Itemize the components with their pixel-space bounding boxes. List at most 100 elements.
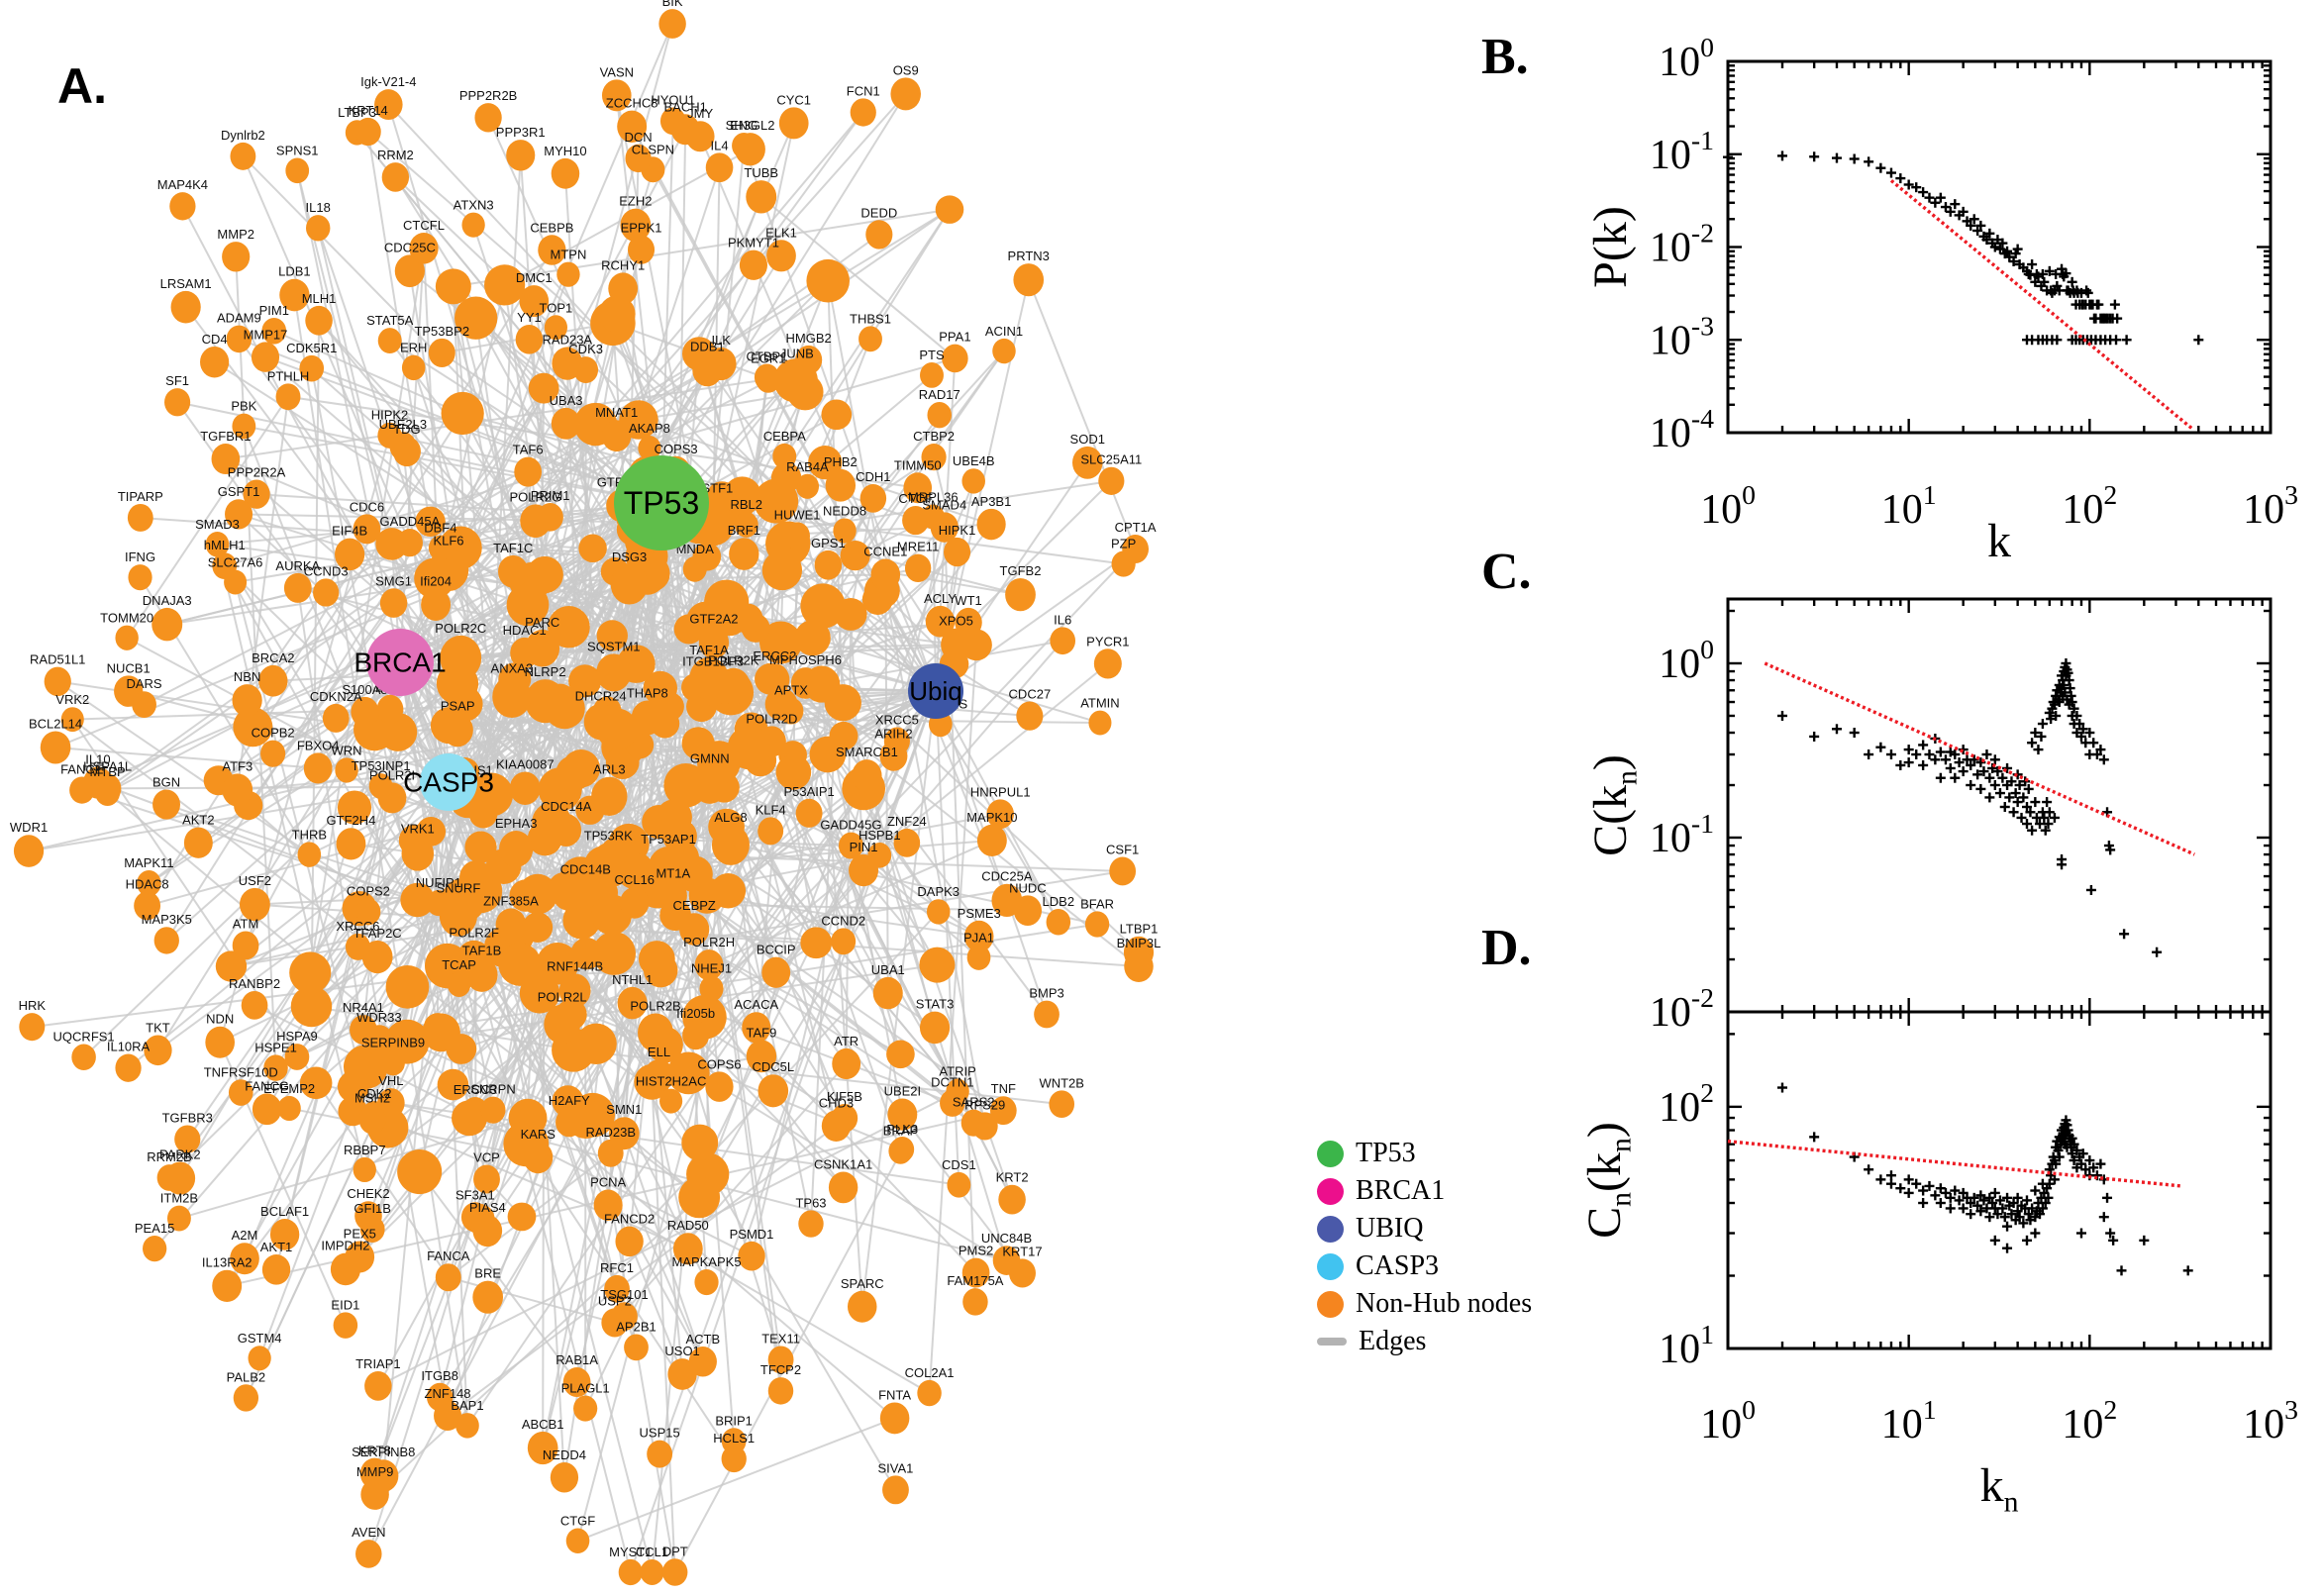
network-edge bbox=[769, 678, 818, 944]
network-node bbox=[710, 873, 747, 909]
network-node-label: ACLY bbox=[924, 591, 957, 606]
network-node-label: PIM1 bbox=[259, 303, 289, 318]
hub-label-brca1: BRCA1 bbox=[354, 648, 446, 678]
network-node bbox=[377, 328, 402, 354]
network-node-label: CDKN2A bbox=[310, 689, 362, 704]
network-node bbox=[144, 1035, 172, 1066]
network-edge bbox=[373, 1196, 700, 1496]
network-node-label: PPP2R2A bbox=[228, 465, 286, 480]
network-node-label: ZNF24 bbox=[887, 814, 927, 829]
network-node bbox=[919, 1011, 951, 1045]
network-node bbox=[269, 1219, 300, 1250]
network-node-label: BCCIP bbox=[757, 943, 796, 957]
svg-text:101: 101 bbox=[1881, 1394, 1937, 1447]
network-node bbox=[794, 620, 831, 656]
network-edge bbox=[448, 781, 654, 1573]
network-node-label: NDN bbox=[206, 1012, 234, 1027]
network-node-label: USO1 bbox=[664, 1344, 699, 1358]
network-node-label: ABCB1 bbox=[522, 1417, 564, 1432]
network-node bbox=[865, 220, 893, 249]
network-node-label: PJA1 bbox=[963, 930, 994, 945]
network-node-label: HNRPUL1 bbox=[970, 784, 1031, 799]
network-node bbox=[858, 326, 882, 352]
network-node bbox=[659, 1088, 683, 1114]
network-node-label: ADAM9 bbox=[217, 311, 261, 326]
network-node-label: Ifi204 bbox=[420, 574, 452, 589]
network-edge bbox=[698, 352, 937, 692]
network-edge bbox=[698, 842, 908, 1198]
network-edge bbox=[461, 413, 547, 575]
network-node bbox=[537, 503, 563, 532]
hub-label-tp53: TP53 bbox=[624, 485, 699, 521]
network-node bbox=[1072, 446, 1103, 479]
network-node-label: IL4 bbox=[711, 138, 729, 152]
network-node-label: MAPKAPK5 bbox=[671, 1254, 741, 1269]
network-node bbox=[879, 1402, 910, 1435]
network-edge bbox=[1027, 279, 1137, 549]
network-node-label: RAB1A bbox=[556, 1352, 598, 1367]
network-node-label: CDK3 bbox=[568, 342, 603, 356]
network-edge bbox=[448, 1276, 616, 1324]
network-node-label: ITGB1BP3 bbox=[682, 654, 744, 669]
network-node bbox=[556, 1107, 583, 1138]
network-node-label: HSPA1L bbox=[83, 759, 132, 774]
network-node-label: CTBP1 bbox=[747, 349, 788, 363]
network-node bbox=[381, 162, 410, 192]
panel-label-d: D. bbox=[1481, 920, 1532, 976]
network-node bbox=[409, 233, 439, 264]
network-node bbox=[558, 973, 591, 1008]
network-node-label: COL2A1 bbox=[905, 1365, 955, 1380]
network-node bbox=[447, 971, 471, 997]
network-node bbox=[556, 754, 592, 792]
network-node bbox=[400, 882, 435, 918]
svg-text:101: 101 bbox=[1881, 479, 1937, 533]
network-node-label: PPA1 bbox=[939, 330, 970, 345]
network-node bbox=[991, 883, 1023, 917]
network-node-label: SMAD3 bbox=[195, 517, 240, 532]
network-node bbox=[394, 254, 425, 288]
network-node-label: SMARCB1 bbox=[836, 745, 898, 759]
network-node-label: POLR2K bbox=[708, 653, 759, 668]
network-node bbox=[608, 272, 639, 305]
network-node-label: USF2 bbox=[239, 873, 271, 888]
network-node-label: RCHY1 bbox=[601, 257, 645, 272]
network-node bbox=[499, 831, 534, 867]
network-node-label: NUDC bbox=[1009, 880, 1047, 895]
network-node-label: DNAJA3 bbox=[143, 593, 192, 608]
network-node bbox=[847, 1290, 877, 1323]
network-node-label: WT1 bbox=[955, 593, 981, 608]
network-node bbox=[618, 1558, 643, 1586]
network-node-label: TOP1 bbox=[540, 300, 573, 315]
network-node-label: SLC25A11 bbox=[1080, 452, 1142, 467]
network-node-label: P53AIP1 bbox=[783, 784, 834, 799]
svg-text:100: 100 bbox=[1659, 634, 1714, 687]
network-node-label: GTF2A2 bbox=[689, 611, 738, 626]
network-node-label: KLF6 bbox=[433, 533, 463, 548]
network-node-label: BRE bbox=[474, 1266, 501, 1281]
network-node-label: TKT bbox=[146, 1021, 170, 1036]
network-node-label: PPP3R1 bbox=[496, 125, 546, 140]
network-node-label: FCN1 bbox=[847, 83, 880, 98]
network-node bbox=[169, 192, 196, 221]
network-node bbox=[831, 928, 857, 955]
network-node bbox=[759, 621, 802, 664]
network-node bbox=[285, 157, 310, 184]
network-node-label: ERCC2 bbox=[753, 648, 796, 663]
network-node-label: PSME3 bbox=[958, 906, 1001, 921]
network-node bbox=[963, 920, 994, 952]
network-node-label: SNRPN bbox=[470, 1082, 516, 1097]
network-edge bbox=[815, 690, 937, 944]
network-node bbox=[212, 1269, 243, 1303]
network-node bbox=[437, 1068, 469, 1101]
network-node-label: TP53AP1 bbox=[641, 832, 696, 847]
network-node bbox=[640, 1559, 664, 1585]
network-node-label: PKMYT1 bbox=[728, 236, 779, 250]
network-node bbox=[883, 727, 910, 755]
network-node bbox=[604, 1274, 630, 1303]
network-node bbox=[71, 1044, 96, 1070]
network-node-label: HIPK2 bbox=[371, 408, 409, 423]
network-node bbox=[550, 1461, 579, 1493]
network-node bbox=[226, 325, 252, 353]
network-node-label: TFCP2 bbox=[760, 1362, 801, 1377]
network-node-label: TAF1B bbox=[462, 943, 502, 957]
